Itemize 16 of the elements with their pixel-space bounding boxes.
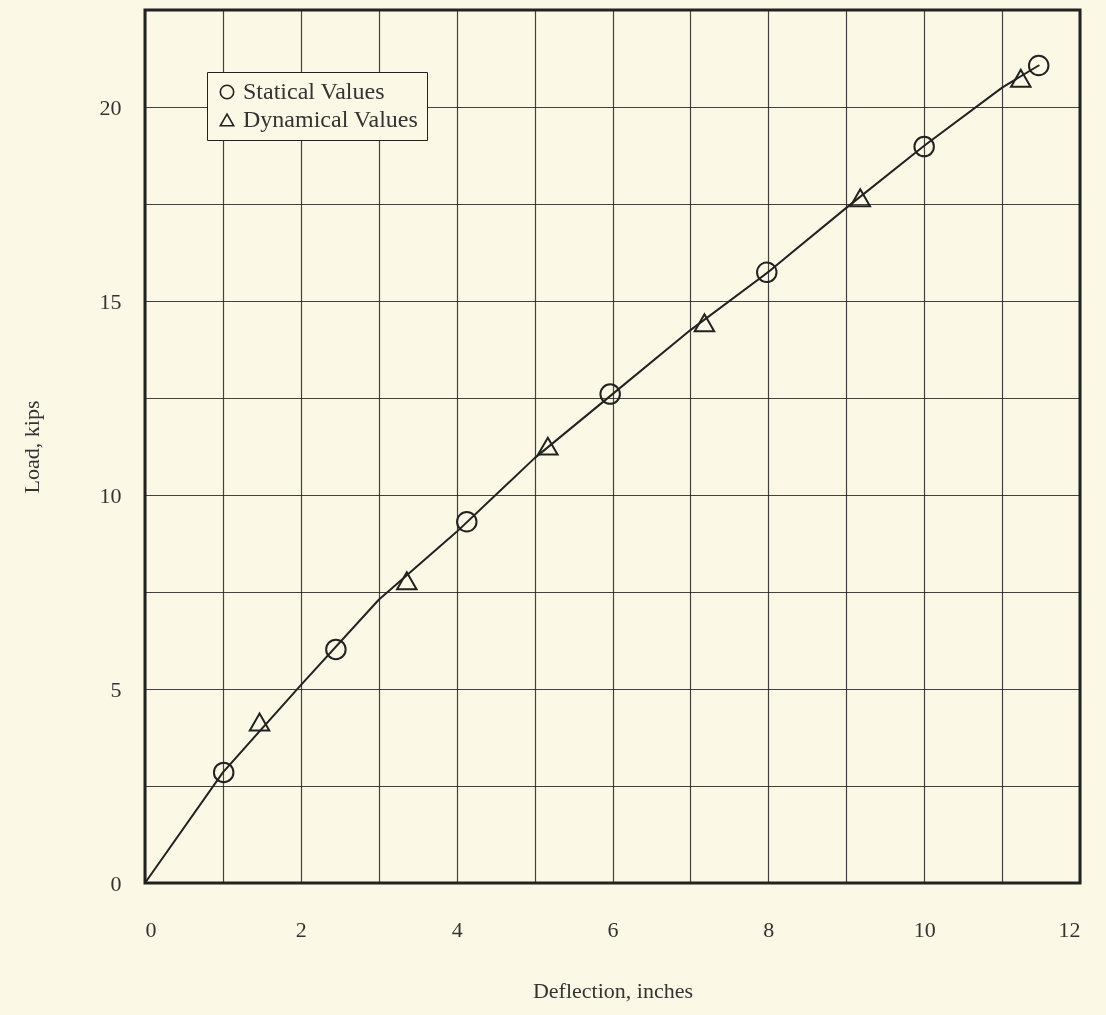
legend-label: Statical Values — [243, 78, 385, 104]
y-tick-label: 20 — [99, 94, 122, 120]
legend-label: Dynamical Values — [243, 106, 418, 132]
x-tick-label: 8 — [763, 916, 775, 942]
y-tick-label: 0 — [110, 870, 122, 896]
x-tick-label: 10 — [913, 916, 936, 942]
x-tick-label: 4 — [451, 916, 463, 942]
x-axis-title: Deflection, inches — [532, 977, 694, 1003]
y-axis-title: Load, kips — [18, 400, 44, 494]
y-tick-label: 15 — [99, 288, 122, 314]
x-tick-label: 0 — [145, 916, 157, 942]
y-tick-label: 10 — [99, 482, 122, 508]
x-tick-label: 6 — [607, 916, 619, 942]
y-tick-label: 5 — [110, 676, 122, 702]
x-tick-label: 12 — [1058, 916, 1081, 942]
x-tick-label: 2 — [295, 916, 307, 942]
